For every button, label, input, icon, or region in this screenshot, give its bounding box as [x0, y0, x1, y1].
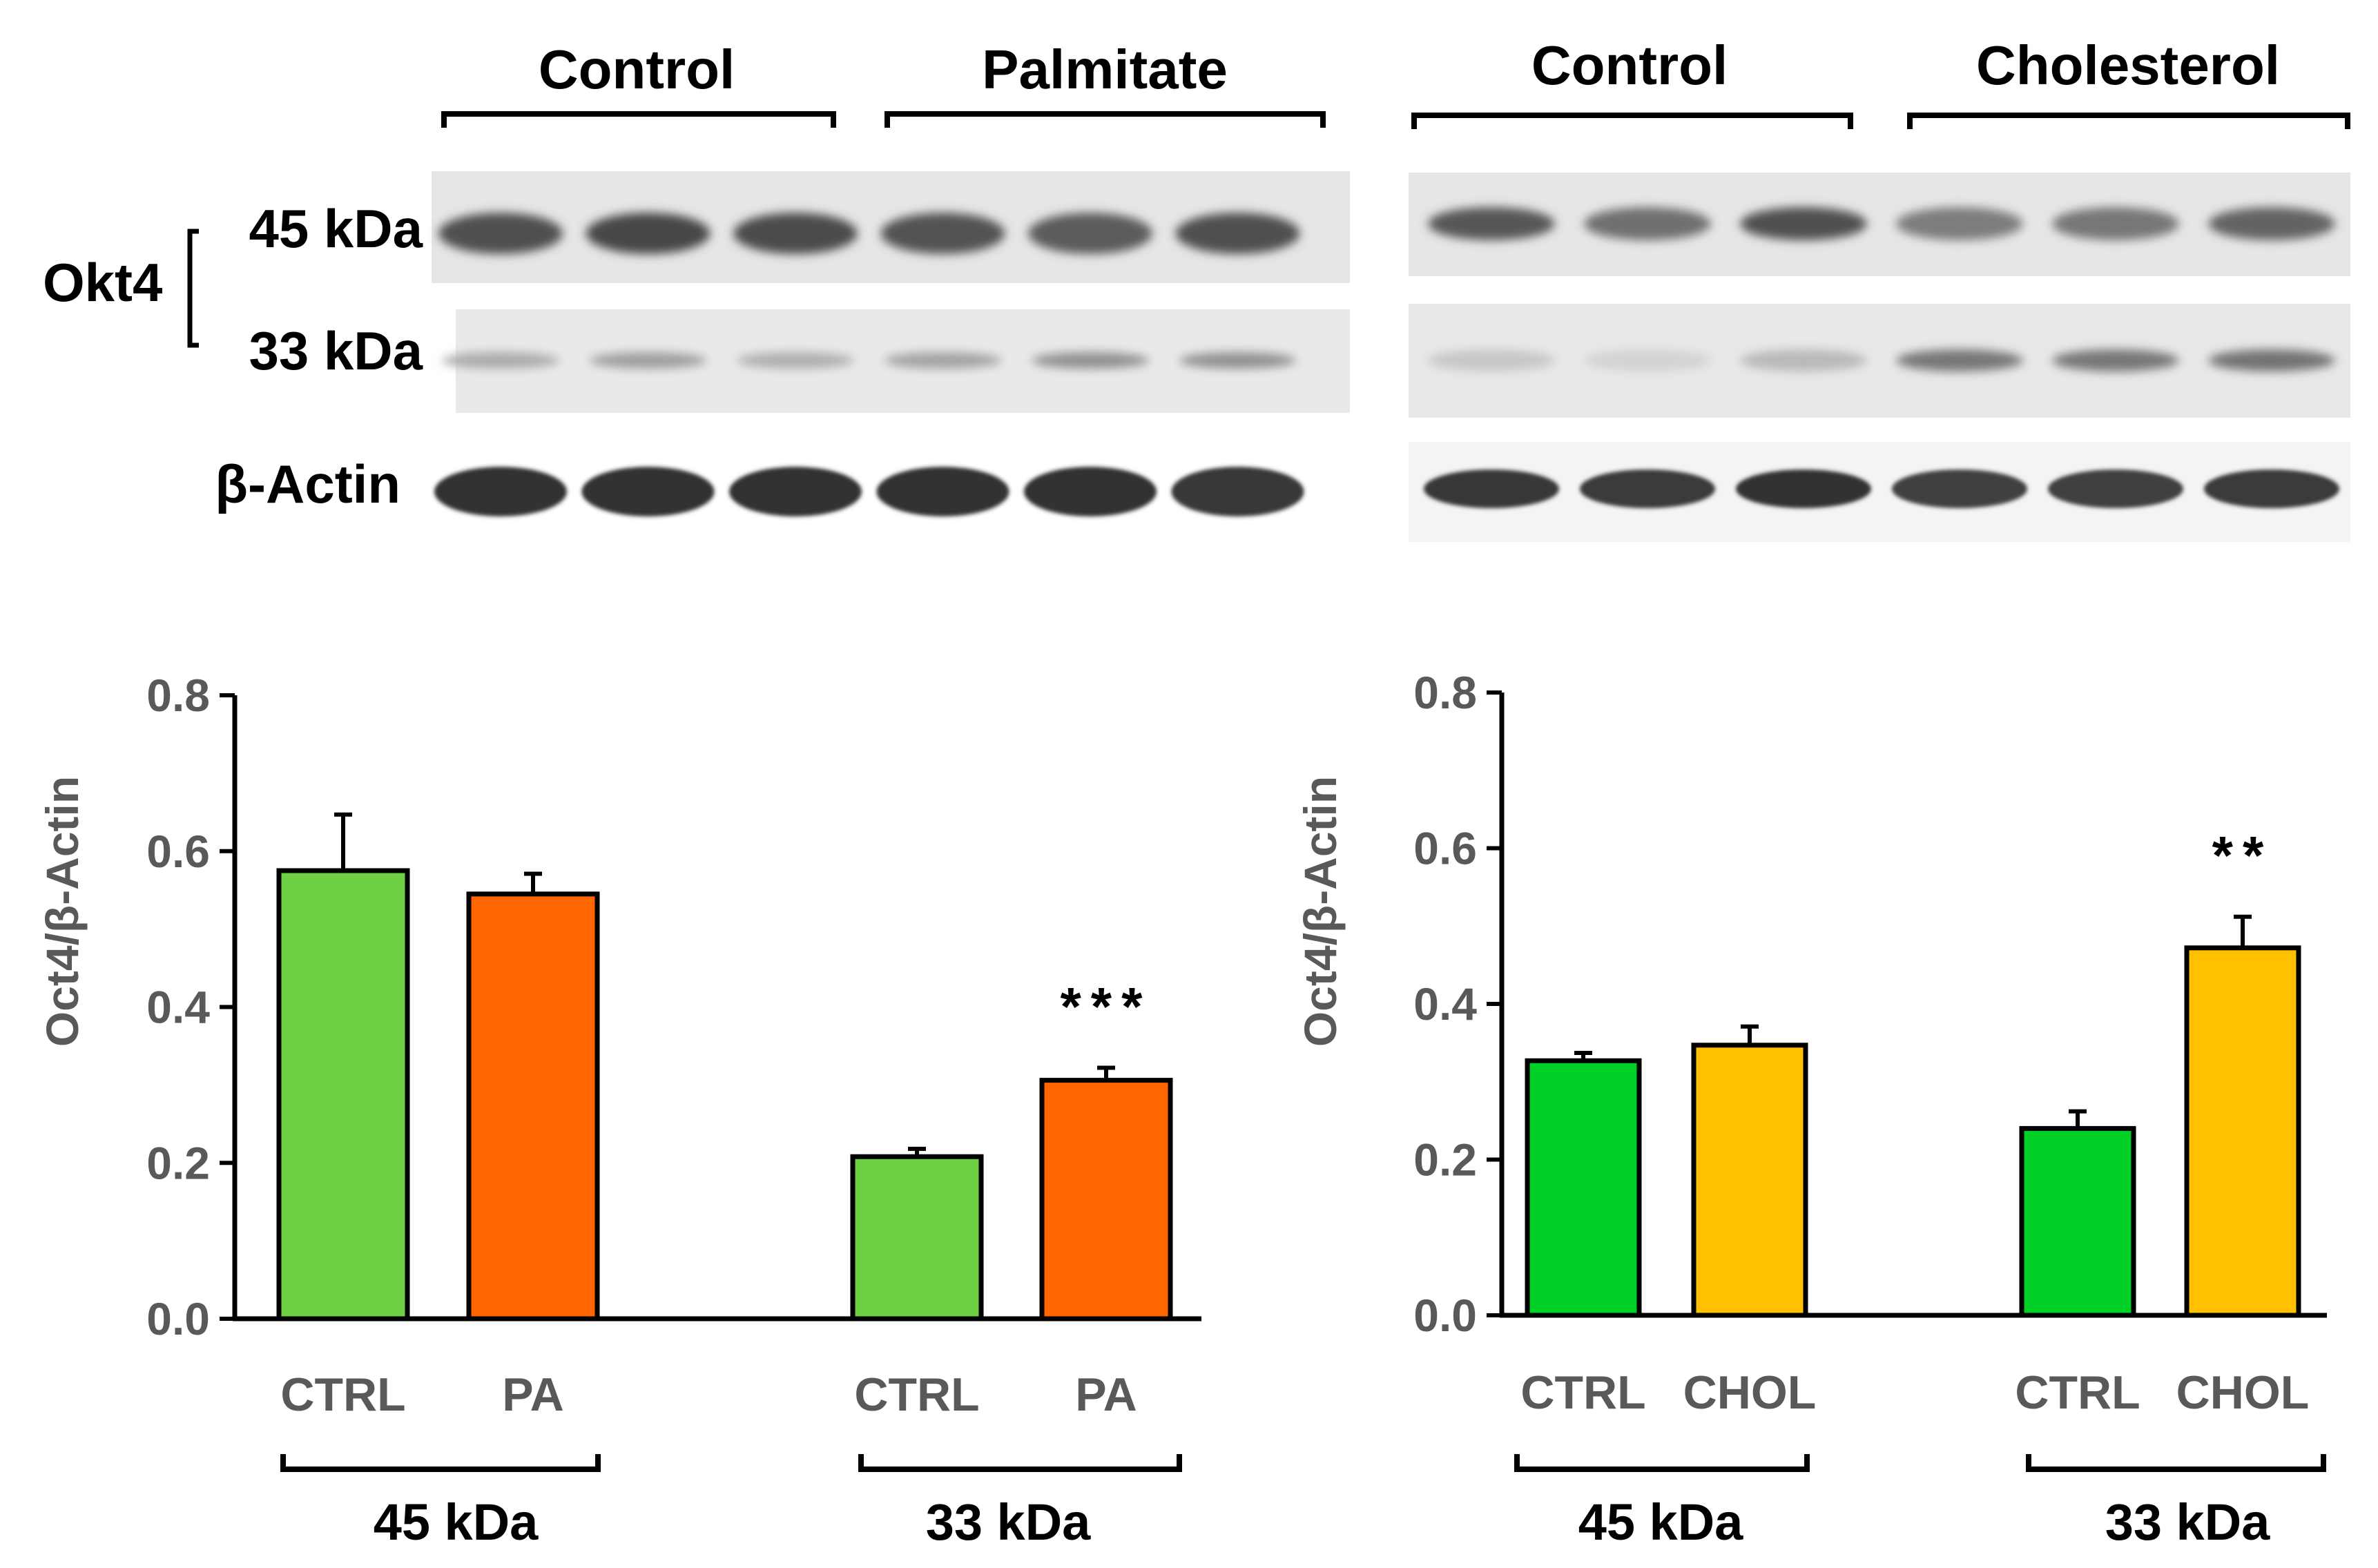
chart2-y-tick-label: 0.2: [1413, 1134, 1477, 1185]
blot-right-lane-1-45kda-band: [1428, 207, 1555, 240]
chart2-category-label-4: CHOL: [2176, 1366, 2310, 1419]
chart2-bar-4: [2184, 945, 2301, 1318]
blot-right-lane-4-33kda-band: [1896, 349, 2023, 371]
blot-left-lane-2-45kda-band: [586, 213, 710, 254]
chart1-y-tick-label: 0.6: [146, 826, 210, 877]
blot-left-lane-4-33kda-band: [884, 352, 1002, 369]
chart1-bar-2: [466, 891, 600, 1322]
chart1-y-axis-label: Oct4/β-Actin: [37, 776, 88, 1047]
blot-right-strip-45kda: [1409, 173, 2350, 276]
okt4-label: Okt4: [43, 252, 162, 313]
blot-right-strip-actin: [1409, 442, 2350, 542]
chart2-category-label-2: CHOL: [1683, 1366, 1817, 1419]
blot-left-bracket-control: [441, 111, 836, 128]
blot-left-lane-3-45kda-band: [733, 213, 858, 254]
chart1-significance-label: ***: [1060, 976, 1152, 1037]
blot-right-group-cholesterol: Cholesterol: [1976, 35, 2280, 96]
blot-left-group-control: Control: [539, 39, 735, 100]
blot-left-lane-4-actin-band: [876, 467, 1009, 516]
blot-left-lane-1-actin-band: [434, 467, 567, 516]
blot-right-group-control: Control: [1531, 35, 1728, 96]
blot-left-lane-3-33kda-band: [737, 352, 854, 369]
chart-palmitate: Oct4/β-Actin 0.0 0.2 0.4 0.6 0.8 CTRL PA CTRL PA…: [37, 670, 1201, 1551]
chart2-group-label-2: 33 kDa: [2105, 1493, 2270, 1551]
blot-right-lane-6-33kda-band: [2208, 349, 2335, 371]
blot-labels: Okt4 45 kDa 33 kDa β-Actin: [43, 198, 423, 514]
blot-left-lane-2-33kda-band: [589, 352, 707, 369]
blot-right-lane-2-actin-band: [1580, 470, 1715, 508]
chart1-bar-1: [276, 868, 410, 1322]
chart1-category-label-1: CTRL: [280, 1368, 405, 1421]
blot-right-bracket-control: [1411, 113, 1853, 129]
blot-right-lane-4-actin-band: [1892, 470, 2027, 508]
blot-left-lane-1-33kda-band: [442, 352, 559, 369]
chart2-group-label-1: 45 kDa: [1578, 1493, 1743, 1551]
blot-right-lane-3-45kda-band: [1740, 207, 1867, 240]
chart-cholesterol: Oct4/β-Actin 0.0 0.2 0.4 0.6 0.8 CTRL CHOL CTRL…: [1295, 667, 2327, 1551]
blot-right-lane-1-actin-band: [1424, 470, 1559, 508]
blot-right-lane-5-45kda-band: [2052, 207, 2179, 240]
actin-label: β-Actin: [215, 454, 400, 514]
chart1-y-tick-label: 0.4: [146, 982, 210, 1033]
chart1-y-tick-label: 0.0: [146, 1293, 210, 1344]
blot-left-group-palmitate: Palmitate: [982, 39, 1228, 100]
blot-right-lane-3-33kda-band: [1740, 349, 1867, 371]
chart2-y-tick-label: 0.4: [1413, 978, 1477, 1029]
chart2-significance-label: **: [2212, 825, 2274, 886]
chart1-bar-4: [1039, 1078, 1173, 1322]
blot-right-bracket-cholesterol: [1907, 113, 2350, 129]
chart2-bar-1: [1525, 1058, 1642, 1318]
blot-left: Control Palmitate: [432, 39, 1350, 516]
blot-right-lane-2-45kda-band: [1584, 207, 1711, 240]
chart1-bar-3: [850, 1154, 984, 1322]
chart2-y-tick-label: 0.6: [1413, 823, 1477, 874]
blot-left-bracket-palmitate: [884, 111, 1326, 128]
blot-right-lane-2-33kda-band: [1584, 349, 1711, 371]
blot-left-lane-1-45kda-band: [438, 213, 563, 254]
blot-right-lane-1-33kda-band: [1428, 349, 1555, 371]
chart2-y-tick-label: 0.0: [1413, 1290, 1477, 1341]
chart1-group-label-1: 45 kDa: [374, 1493, 539, 1551]
band-45kda-label: 45 kDa: [249, 198, 423, 259]
chart1-category-label-4: PA: [1075, 1368, 1137, 1421]
blot-right-lane-6-actin-band: [2204, 470, 2339, 508]
blot-left-lane-3-actin-band: [729, 467, 862, 516]
chart2-y-axis-label: Oct4/β-Actin: [1295, 776, 1346, 1047]
band-33kda-label: 33 kDa: [249, 320, 423, 381]
blot-left-lane-5-45kda-band: [1028, 213, 1152, 254]
blot-left-lane-6-33kda-band: [1179, 352, 1297, 369]
okt4-bracket: [187, 229, 199, 348]
chart2-group-bracket-2: [2026, 1454, 2326, 1472]
blot-right-lane-5-actin-band: [2048, 470, 2183, 508]
chart2-category-label-3: CTRL: [2015, 1366, 2140, 1419]
blot-right-lane-4-45kda-band: [1896, 207, 2023, 240]
blot-right-lane-6-45kda-band: [2208, 207, 2335, 240]
chart1-group-bracket-2: [858, 1454, 1182, 1472]
blot-left-lane-6-actin-band: [1171, 467, 1304, 516]
chart2-bar-2: [1691, 1043, 1808, 1318]
chart1-category-label-3: CTRL: [854, 1368, 979, 1421]
blot-right-strip-33kda: [1409, 304, 2350, 418]
blot-left-lane-2-actin-band: [581, 467, 715, 516]
blot-left-lane-5-33kda-band: [1032, 352, 1149, 369]
chart2-bar-3: [2019, 1125, 2136, 1318]
chart2-group-bracket-1: [1514, 1454, 1810, 1472]
chart1-y-tick-label: 0.8: [146, 670, 210, 721]
chart2-category-label-1: CTRL: [1520, 1366, 1645, 1419]
blot-left-lane-6-45kda-band: [1175, 213, 1300, 254]
chart1-group-label-2: 33 kDa: [926, 1493, 1091, 1551]
chart1-category-label-2: PA: [502, 1368, 563, 1421]
blot-left-lane-4-45kda-band: [880, 213, 1005, 254]
blot-right: Control Cholesterol: [1409, 35, 2350, 542]
chart2-y-tick-label: 0.8: [1413, 667, 1477, 718]
chart1-group-bracket-1: [280, 1454, 601, 1472]
chart1-y-tick-label: 0.2: [146, 1137, 210, 1188]
blot-right-lane-3-actin-band: [1736, 470, 1871, 508]
blot-right-lane-5-33kda-band: [2052, 349, 2179, 371]
blot-left-lane-5-actin-band: [1024, 467, 1157, 516]
